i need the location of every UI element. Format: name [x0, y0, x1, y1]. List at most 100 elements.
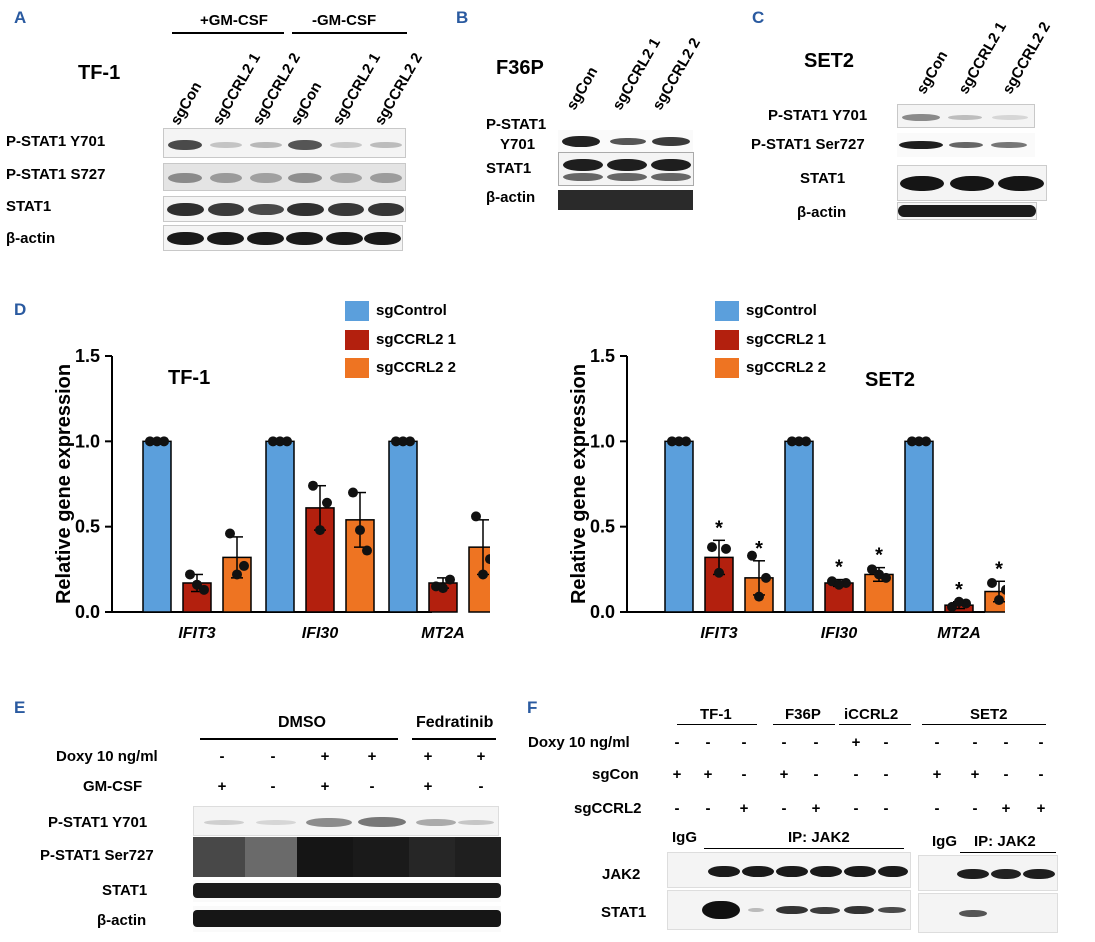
chart0-point-2-0-1 — [239, 560, 249, 571]
panel-f-sgccrl2-sign-8: - — [934, 800, 940, 817]
panel-f-sgcon-sign-4: + — [779, 766, 789, 783]
panel-f-sgccrl2-sign-5: + — [811, 800, 821, 817]
panel-a-blot-stat1 — [163, 196, 406, 222]
panel-f-row-stat1: STAT1 — [601, 904, 647, 921]
panel-b-cell-line: F36P — [496, 57, 544, 79]
panel-a-cond-plus: +GM-CSF — [200, 12, 268, 29]
legend-a-label-sgccrl2-1: sgCCRL2 1 — [376, 331, 457, 348]
panel-a-row-pstat1-s727: P-STAT1 S727 — [6, 166, 106, 183]
panel-f-sgcon-sign-11: - — [1038, 766, 1044, 783]
chart0-point-2-1-0 — [348, 487, 358, 498]
chart0-point-2-1-1 — [362, 545, 372, 556]
panel-f-letter: F — [527, 698, 538, 717]
chart1-point-2-1-2 — [874, 569, 884, 580]
chart1-title: SET2 — [865, 369, 915, 391]
panel-e-fed-line — [412, 738, 496, 740]
chart1-point-1-0-1 — [721, 543, 731, 554]
chart0-point-2-1-2 — [355, 525, 365, 536]
panel-e-cond-fed: Fedratinib — [416, 714, 494, 731]
chart1-xtick-label-2: MT2A — [937, 625, 981, 642]
panel-f-sgccrl2-sign-3: + — [739, 800, 749, 817]
chart0-point-2-2-2 — [478, 569, 488, 580]
legend-a-swatch-sgccrl2-2 — [345, 358, 369, 378]
panel-e-doxy-sign-2: - — [270, 748, 276, 765]
chart1-sig-2-1: * — [875, 545, 883, 567]
chart1-ytick-label-3: 1.5 — [590, 346, 615, 366]
chart0-point-0-1-0 — [268, 436, 278, 447]
panel-e-gm-label: GM-CSF — [83, 778, 143, 795]
panel-f-sgcon-sign-2: + — [703, 766, 713, 783]
panel-e-row-pstat1-y701: P-STAT1 Y701 — [48, 814, 148, 831]
chart0-xtick-label-1: IFI30 — [302, 625, 339, 642]
panel-f-doxy-sign-2: - — [705, 734, 711, 751]
panel-c-blot-stat1 — [897, 165, 1047, 201]
panel-b-blot-stat1 — [558, 152, 694, 186]
panel-d-letter: D — [14, 300, 27, 319]
chart1-point-1-2-0 — [947, 601, 957, 612]
chart0-point-1-1-2 — [315, 525, 325, 536]
legend-b-label-sgccrl2-1: sgCCRL2 1 — [746, 331, 827, 348]
chart0-point-0-2-2 — [398, 436, 408, 447]
panel-a-cond-minus: -GM-CSF — [312, 12, 377, 29]
panel-e-doxy-label: Doxy 10 ng/ml — [56, 748, 158, 765]
chart0-ytick-label-2: 1.0 — [75, 431, 100, 451]
panel-f-blot-stat1-right — [918, 893, 1058, 933]
chart0-point-1-0-1 — [199, 584, 209, 595]
chart1-point-2-0-1 — [761, 572, 771, 583]
chart1-point-0-1-2 — [794, 436, 804, 447]
panel-b-row-stat1: STAT1 — [486, 160, 532, 177]
chart1-point-0-2-2 — [914, 436, 924, 447]
chart0-point-1-0-2 — [192, 579, 202, 590]
chart1-xtick-label-0: IFIT3 — [700, 625, 737, 642]
panel-a-row-actin: β-actin — [6, 230, 56, 247]
panel-e-row-pstat1-ser727: P-STAT1 Ser727 — [40, 847, 154, 864]
panel-c-row-actin: β-actin — [797, 204, 847, 221]
panel-f-row-jak2: JAK2 — [602, 866, 641, 883]
panel-f-doxy-sign-9: - — [972, 734, 978, 751]
panel-b-blot-pstat1 — [558, 130, 693, 152]
chart1-point-0-2-0 — [907, 436, 917, 447]
chart0-point-0-0-0 — [145, 436, 155, 447]
panel-f-ip-left-line — [704, 848, 904, 849]
panel-e-blot-actin — [193, 906, 501, 932]
panel-e-doxy-sign-6: + — [476, 748, 486, 765]
panel-c-lane-1: sgCon — [913, 48, 952, 97]
panel-f-doxy-sign-8: - — [934, 734, 940, 751]
legend-a-label-sgcontrol: sgControl — [376, 302, 447, 319]
panel-a-cond-minus-line — [292, 32, 407, 34]
panel-c-cell-line: SET2 — [804, 50, 855, 72]
legend-b-swatch-sgcontrol — [715, 301, 739, 321]
chart1-xtick-label-1: IFI30 — [821, 625, 858, 642]
chart1-ytick-label-0: 0.0 — [590, 602, 615, 622]
chart0-point-0-0-1 — [159, 436, 169, 447]
chart0-point-0-2-1 — [405, 436, 415, 447]
chart1-ylabel: Relative gene expression — [568, 364, 590, 604]
legend-b-swatch-sgccrl2-2 — [715, 358, 739, 378]
panel-f-sgccrl2-label: sgCCRL2 — [574, 800, 642, 817]
panel-f-doxy-sign-10: - — [1003, 734, 1009, 751]
panel-e-blot-pstat1-ser727 — [193, 837, 501, 877]
chart0-point-2-2-0 — [471, 511, 481, 522]
chart1-point-1-2-2 — [954, 596, 964, 607]
panel-f-sgccrl2-sign-10: + — [1001, 800, 1011, 817]
panel-e-cond-dmso: DMSO — [278, 714, 326, 731]
chart1-point-0-1-1 — [801, 436, 811, 447]
panel-f-sgcon-sign-3: - — [741, 766, 747, 783]
panel-b-blot-actin — [558, 190, 693, 210]
legend-b-label-sgcontrol: sgControl — [746, 302, 817, 319]
chart0-point-1-1-0 — [308, 480, 318, 491]
panel-e-dmso-line — [200, 738, 398, 740]
panel-f-sgcon-sign-1: + — [672, 766, 682, 783]
panel-f-sgcon-sign-7: - — [883, 766, 889, 783]
panel-f-group-set2-line — [922, 724, 1046, 725]
panel-e-gm-sign-4: - — [369, 778, 375, 795]
panel-e-doxy-sign-4: + — [367, 748, 377, 765]
panel-f-igg-right: IgG — [932, 833, 957, 850]
chart1-sig-2-0: * — [755, 538, 763, 560]
chart0-ytick-label-0: 0.0 — [75, 602, 100, 622]
chart0-point-0-1-1 — [282, 436, 292, 447]
panel-f-igg-left: IgG — [672, 829, 697, 846]
chart1-bar-0-0 — [664, 440, 694, 613]
chart1-point-2-2-0 — [987, 577, 997, 588]
panel-f-blot-jak2-right — [918, 855, 1058, 891]
